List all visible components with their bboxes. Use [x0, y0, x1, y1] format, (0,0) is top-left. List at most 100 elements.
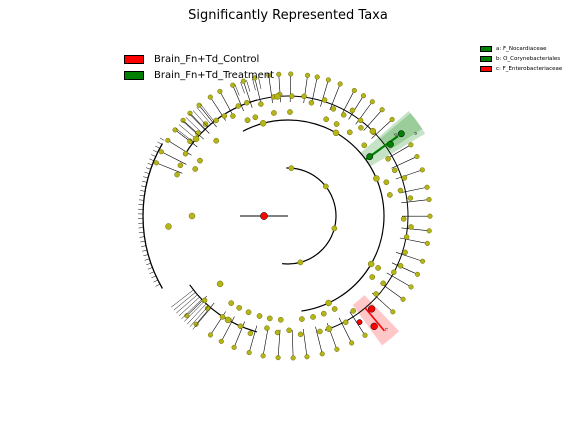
- ring-node: [192, 135, 200, 143]
- ring-node: [325, 325, 333, 333]
- tip-node: [304, 354, 310, 360]
- ring-arc-family: [142, 143, 163, 289]
- branch-line: [161, 151, 187, 165]
- ring-node: [373, 175, 380, 182]
- inner-node: [402, 249, 408, 256]
- node-control-class: [260, 212, 268, 220]
- inner-node: [245, 309, 252, 316]
- tip-node: [207, 332, 213, 338]
- legend-label-treatment: Brain_Fn+Td_Treatment: [154, 69, 275, 81]
- branch-line: [395, 169, 423, 180]
- branch-line: [254, 77, 262, 106]
- branch-line: [139, 236, 145, 238]
- node-nocardiaceae-tip: [397, 130, 405, 138]
- tip-node: [424, 184, 430, 190]
- branch-line: [182, 120, 199, 136]
- branch-line: [371, 119, 393, 139]
- inner-node: [342, 319, 349, 326]
- branch-line: [246, 80, 251, 92]
- branch-line: [140, 240, 146, 243]
- branch-line: [189, 305, 209, 328]
- tip-node: [172, 127, 178, 133]
- inner-node: [340, 112, 347, 118]
- tip-node: [362, 332, 368, 338]
- group-legend: Brain_Fn+Td_Control Brain_Fn+Td_Treatmen…: [124, 51, 274, 83]
- branch-line: [178, 296, 200, 317]
- tip-node: [369, 99, 375, 105]
- inner-node: [407, 195, 414, 201]
- ring-node: [288, 165, 295, 171]
- tip-node: [349, 340, 355, 346]
- ring-node: [165, 223, 172, 230]
- inner-node: [274, 329, 281, 336]
- inner-node: [308, 100, 315, 106]
- ring-node: [325, 299, 332, 307]
- tip-node: [180, 117, 186, 123]
- branch-enterobacteriaceae: [364, 307, 386, 332]
- node-corynebacteriales: [366, 153, 374, 161]
- taxa-legend-item-c: c: F_Enterobacteriaceae: [480, 64, 562, 74]
- branch-line: [189, 113, 205, 130]
- inner-node: [321, 97, 328, 103]
- branch-line: [195, 302, 215, 325]
- tip-node: [325, 77, 331, 83]
- inner-node: [228, 300, 235, 306]
- inner-node: [331, 306, 338, 312]
- branch-line: [189, 113, 210, 134]
- inner-node: [271, 110, 277, 116]
- ring-node: [331, 225, 338, 232]
- branch-line: [185, 117, 202, 133]
- tip-node: [196, 102, 202, 108]
- ring-arc-phylum: [282, 167, 337, 265]
- inner-node: [361, 142, 368, 149]
- branch-line: [145, 167, 151, 170]
- taxa-swatch-c: [480, 66, 492, 72]
- inner-node: [397, 187, 404, 194]
- tip-node: [193, 321, 199, 327]
- branch-line: [176, 294, 198, 314]
- inner-node: [401, 175, 408, 181]
- inner-node: [299, 316, 305, 322]
- branch-line: [174, 129, 198, 148]
- branch-line: [386, 272, 412, 288]
- inner-node: [182, 150, 189, 157]
- tip-node: [231, 344, 237, 350]
- tip-node: [319, 351, 325, 357]
- tip-node: [158, 149, 164, 155]
- inner-node: [323, 116, 330, 123]
- tip-node: [288, 71, 294, 77]
- inner-node: [375, 265, 381, 271]
- taxa-swatch-a: [480, 46, 492, 52]
- inner-node: [247, 330, 254, 337]
- branch-line: [240, 82, 245, 94]
- branch-line: [143, 176, 149, 179]
- tip-node: [390, 309, 396, 315]
- branch-line: [151, 275, 157, 279]
- tip-node: [217, 88, 223, 94]
- ring-node: [274, 93, 281, 100]
- tip-node: [420, 258, 426, 264]
- branch-line: [192, 307, 212, 330]
- branch-line: [159, 137, 165, 141]
- branch-line: [181, 299, 202, 319]
- branch-line: [147, 162, 153, 166]
- inner-node: [287, 109, 293, 115]
- branch-line: [146, 262, 151, 266]
- branch-line: [399, 237, 428, 244]
- node-enterobacteriales: [367, 305, 376, 313]
- branch-line: [171, 289, 194, 308]
- inner-node: [383, 179, 390, 186]
- tip-node: [153, 160, 159, 166]
- inner-node: [230, 113, 236, 119]
- ring-node: [332, 129, 340, 137]
- ring-node: [259, 120, 267, 127]
- branch-line: [391, 156, 418, 169]
- inner-node: [385, 156, 391, 162]
- tip-node: [165, 137, 171, 143]
- inner-node: [213, 117, 219, 124]
- inner-node: [320, 310, 327, 317]
- tip-node: [187, 110, 193, 116]
- inner-node: [349, 107, 356, 114]
- branch-line: [386, 144, 412, 160]
- inner-node: [310, 314, 316, 320]
